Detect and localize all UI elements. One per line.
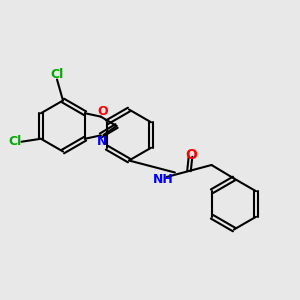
Text: O: O xyxy=(97,105,108,118)
Text: O: O xyxy=(185,148,197,162)
Text: NH: NH xyxy=(152,173,173,186)
Text: Cl: Cl xyxy=(9,135,22,148)
Text: N: N xyxy=(97,135,107,148)
Text: Cl: Cl xyxy=(50,68,64,81)
